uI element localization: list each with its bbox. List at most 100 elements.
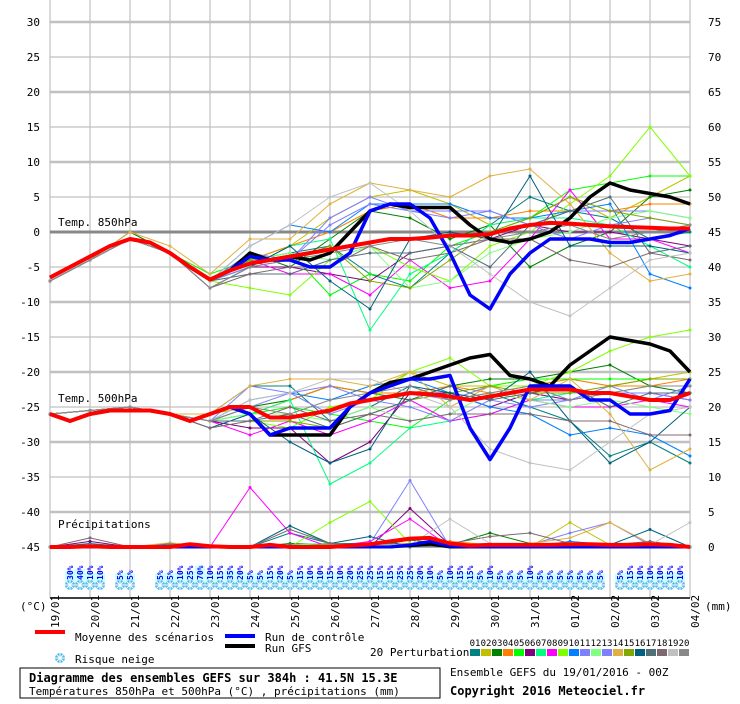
t500-perturbation-10-point [688,454,692,458]
snow-risk-percent: 10% [486,565,495,580]
snowflake-arms [215,580,225,590]
snowflake-icon [355,580,365,590]
snow-risk-bar [355,571,365,584]
snowflake-icon [125,580,135,590]
snowflake-icon [265,580,275,590]
snowflake-icon [365,580,375,590]
y-tick-right: 60 [708,121,721,134]
snow-risk-bar [645,572,655,584]
t500-perturbation-10-point [608,426,612,430]
snowflake-icon [205,580,215,590]
t850-perturbation-14-point [208,272,212,276]
snow-risk-bar [195,565,205,584]
t500-perturbation-11-point [408,405,412,409]
precip-perturbation-16-point [368,535,372,538]
t850-perturbation-19-point [528,300,532,304]
snowflake-icon [675,580,685,590]
snow-risk-percent: 30% [66,565,75,580]
t850-perturbation-16-point [648,244,652,248]
y-tick-right: 75 [708,16,721,29]
t850-perturbation-10-point [688,286,692,290]
y-tick-left: 20 [27,86,40,99]
t500-perturbation-19-point [288,391,292,395]
copyright: Copyright 2016 Meteociel.fr [450,684,645,698]
precip-perturbation-6-point [408,507,412,510]
snowflake-icon [615,580,625,590]
snow-risk-bar [395,571,405,584]
chart-subtitle: Températures 850hPa et 500hPa (°C) , pré… [29,685,400,698]
t850-perturbation-10-point [488,216,492,220]
t850-perturbation-17-point [408,251,412,255]
snowflake-arms [615,580,625,590]
snow-risk-bar [445,572,455,584]
snowflake-arms [505,580,515,590]
snow-risk-percent: 5% [286,570,295,580]
snowflake-icon [325,580,335,590]
snow-risk-percent: 10% [426,565,435,580]
y-tick-right: 70 [708,51,721,64]
t850-perturbation-14-point [288,237,292,241]
legend-gfs-label: Run GFS [265,642,311,655]
snow-risk-percent: 5% [476,570,485,580]
t850-perturbation-4-point [528,209,532,213]
t500-perturbation-14-point [608,412,612,416]
t500-perturbation-17-point [528,391,532,395]
t500-perturbation-18-point [528,412,532,416]
snowflake-arms [355,580,365,590]
snowflake-arms [385,580,395,590]
perturbation-id: 01 [470,639,481,649]
snowflake-icon [475,580,485,590]
perturbation-id: 12 [591,639,602,649]
snow-risk-bar [625,572,635,584]
snowflake-icon [415,580,425,590]
snowflake-arms [225,580,235,590]
t850-perturbation-17-point [568,209,572,213]
perturbation-id: 13 [602,639,613,649]
snow-risk-bar [595,573,605,584]
snow-risk-percent: 5% [506,570,515,580]
snowflake-arms [485,580,495,590]
left-unit: (°C) [20,600,47,613]
y-tick-left: -40 [20,506,40,519]
snowflake-icon [435,580,445,590]
t500-perturbation-15-point [568,391,572,395]
snow-risk-percent: 5% [246,570,255,580]
t850-perturbation-14-point [528,167,532,171]
precip-perturbation-9-point [328,521,332,524]
t500-perturbation-20-point [488,391,492,395]
t500-perturbation-19-point [448,405,452,409]
precip-perturbation-14-point [568,536,572,540]
t850-perturbation-1-point [528,195,532,199]
snow-risk-bar [565,573,575,584]
legend-control-label: Run de contrôle [265,631,364,644]
snowflake-icon [175,580,185,590]
snow-risk-percent: 20% [346,565,355,580]
perturbation-swatch [657,649,667,656]
snowflake-icon [535,580,545,590]
t500-perturbation-14-point [288,377,292,381]
snow-risk-percent: 25% [406,565,415,580]
t500-perturbation-7-point [288,398,292,402]
perturbation-swatch [470,649,480,656]
precip-mean-line [50,535,691,549]
t500-perturbation-15-point [488,384,492,388]
snow-risk-percent: 15% [456,565,465,580]
snow-risk-bar [385,572,395,584]
snowflake-icon [305,580,315,590]
t850-perturbation-18-point [568,258,572,262]
snow-risk-bar [665,572,675,584]
t850-perturbation-10-point [328,230,332,234]
precip-perturbation-11-point [408,479,412,482]
snowflake-icon [255,580,265,590]
precip-perturbation-16-point [648,528,652,531]
label-t500: Temp. 500hPa [58,392,137,405]
snowflake-arms [635,580,645,590]
t850-perturbation-14-point [328,202,332,206]
t850-perturbation-15-point [528,216,532,220]
snow-risk-percent: 5% [566,570,575,580]
x-date-label: 22/01 [169,595,182,628]
snowflake-icon [395,580,405,590]
t850-perturbation-16-point [568,244,572,248]
t850-perturbation-19-point [568,314,572,318]
precip-perturbation-19-point [448,517,452,521]
